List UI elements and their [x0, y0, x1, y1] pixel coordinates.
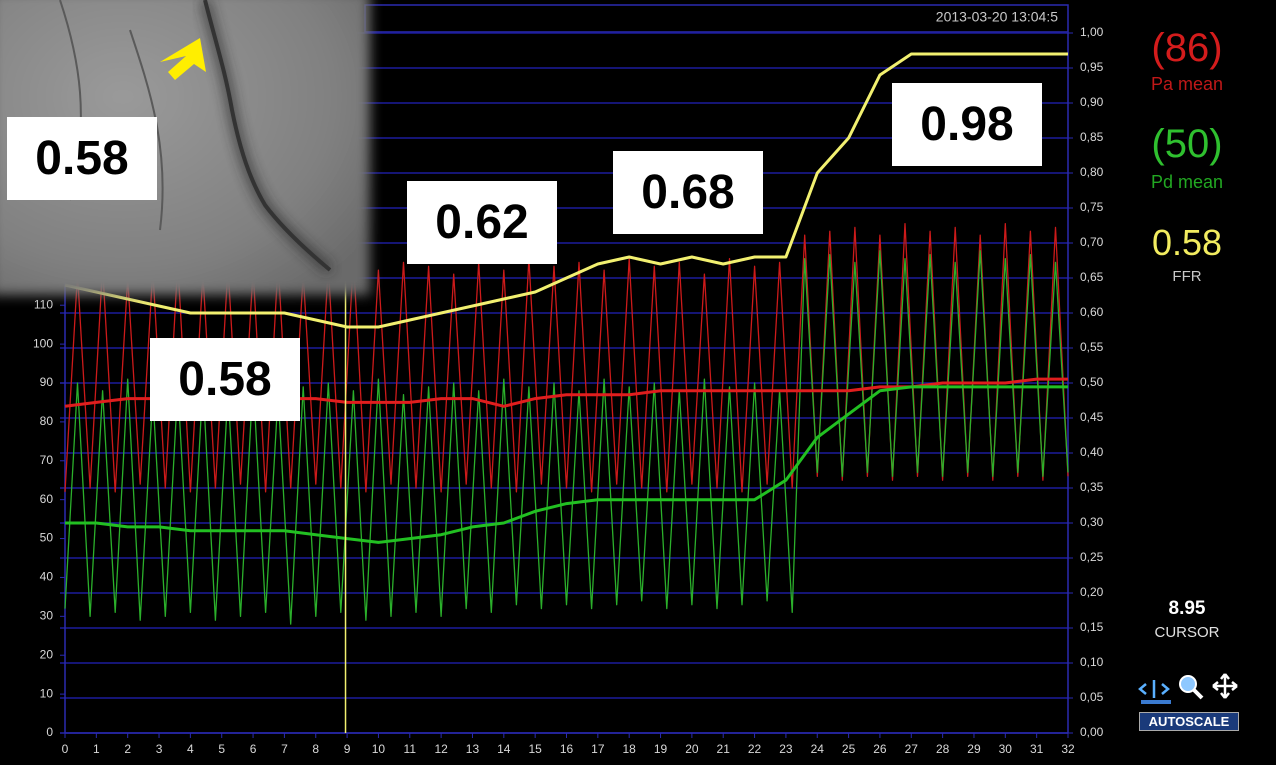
x-tick-label: 20: [685, 742, 699, 756]
y2-tick-label: 0,30: [1080, 515, 1104, 529]
y2-tick-label: 0,55: [1080, 340, 1104, 354]
x-tick-label: 15: [528, 742, 542, 756]
x-tick-label: 8: [312, 742, 319, 756]
x-tick-label: 0: [62, 742, 69, 756]
y2-tick-label: 0,05: [1080, 690, 1104, 704]
x-tick-label: 28: [936, 742, 950, 756]
pd-mean-value: (50): [1151, 122, 1223, 166]
x-tick-label: 9: [344, 742, 351, 756]
x-tick-label: 11: [404, 742, 417, 756]
y2-tick-label: 0,15: [1080, 620, 1104, 634]
pd-mean-label: Pd mean: [1150, 172, 1224, 192]
annotation: 0.58: [7, 117, 157, 200]
y-tick-label: 110: [34, 297, 53, 311]
annotation: 0.68: [613, 151, 763, 234]
x-tick-label: 14: [497, 742, 511, 756]
pa-mean-value: (86): [1151, 26, 1223, 70]
autoscale-button[interactable]: AUTOSCALE: [1139, 712, 1239, 731]
x-tick-label: 30: [999, 742, 1013, 756]
y-tick-label: 80: [40, 414, 54, 428]
x-tick-label: 16: [560, 742, 574, 756]
x-tick-label: 12: [434, 742, 448, 756]
x-tick-label: 27: [905, 742, 919, 756]
y-tick-label: 30: [40, 609, 54, 623]
x-tick-label: 31: [1030, 742, 1044, 756]
y-tick-label: 70: [40, 453, 54, 467]
y2-tick-label: 0,10: [1080, 655, 1104, 669]
x-tick-label: 10: [372, 742, 386, 756]
y2-tick-label: 0,85: [1080, 130, 1104, 144]
annotation: 0.98: [892, 83, 1042, 166]
y2-tick-label: 0,40: [1080, 445, 1104, 459]
x-tick-label: 17: [591, 742, 605, 756]
y2-tick-label: 0,45: [1080, 410, 1104, 424]
series-line: [65, 385, 1068, 544]
x-tick-label: 18: [623, 742, 637, 756]
y-tick-label: 40: [40, 570, 54, 584]
annotation: 0.62: [407, 181, 557, 264]
x-tick-label: 24: [811, 742, 825, 756]
y2-tick-label: 0,50: [1080, 375, 1104, 389]
x-tick-label: 2: [124, 742, 131, 756]
y2-tick-label: 0,25: [1080, 550, 1104, 564]
y-tick-label: 60: [40, 492, 54, 506]
pa-mean-label: Pa mean: [1150, 74, 1224, 94]
annotation: 0.58: [150, 338, 300, 421]
y2-tick-label: 0,80: [1080, 165, 1104, 179]
ffr-value: 0.58: [1151, 222, 1223, 263]
y2-tick-label: 0,20: [1080, 585, 1104, 599]
y-tick-label: 10: [40, 686, 54, 700]
x-tick-label: 25: [842, 742, 856, 756]
ffr-label: FFR: [1172, 268, 1202, 285]
x-tick-label: 4: [187, 742, 194, 756]
y-tick-label: 20: [40, 647, 54, 661]
x-tick-label: 26: [873, 742, 887, 756]
y2-tick-label: 0,35: [1080, 480, 1104, 494]
x-tick-label: 32: [1061, 742, 1075, 756]
y2-tick-label: 0,90: [1080, 95, 1104, 109]
timestamp: 2013-03-20 13:04:5: [936, 9, 1058, 25]
y2-tick-label: 0,70: [1080, 235, 1104, 249]
x-tick-label: 5: [218, 742, 225, 756]
y-tick-label: 50: [40, 531, 54, 545]
cursor-value: 8.95: [1168, 598, 1206, 619]
x-tick-label: 7: [281, 742, 288, 756]
y-tick-label: 100: [33, 336, 53, 350]
y2-tick-label: 0,65: [1080, 270, 1104, 284]
y-tick-label: 0: [46, 725, 53, 739]
y2-tick-label: 0,95: [1080, 60, 1104, 74]
x-tick-label: 19: [654, 742, 668, 756]
series-line: [64, 250, 1069, 625]
y2-tick-label: 0,75: [1080, 200, 1104, 214]
x-tick-label: 23: [779, 742, 793, 756]
x-tick-label: 29: [967, 742, 981, 756]
y-tick-label: 90: [40, 375, 54, 389]
y2-tick-label: 1,00: [1080, 25, 1104, 39]
y2-tick-label: 0,00: [1080, 725, 1104, 739]
x-tick-label: 1: [93, 742, 100, 756]
x-tick-label: 22: [748, 742, 762, 756]
plot-area: 0,00 0,05 0,10 0,15 0,20 0,25 0,30 0,35 0,40 0,45…: [33, 25, 1104, 756]
cursor-label: CURSOR: [1154, 624, 1220, 641]
x-tick-label: 21: [717, 742, 731, 756]
tool-icons[interactable]: [1138, 673, 1238, 704]
x-tick-label: 3: [156, 742, 163, 756]
x-tick-label: 6: [250, 742, 257, 756]
x-tick-label: 13: [466, 742, 480, 756]
y2-tick-label: 0,60: [1080, 305, 1104, 319]
series-line: [64, 52, 1068, 329]
